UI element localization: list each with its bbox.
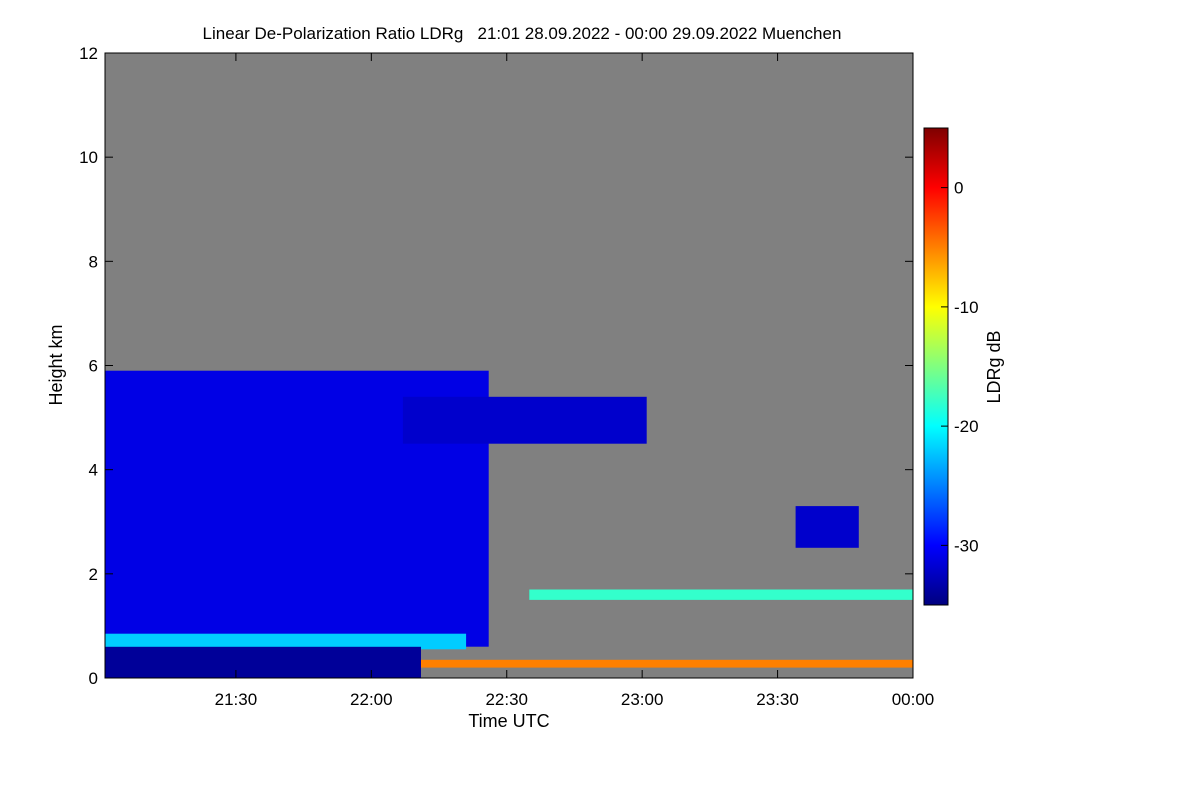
feature-region: upper cloud band	[402, 396, 647, 444]
feature-region: isolated cloud patch	[795, 506, 859, 548]
x-tick-label: 21:30	[215, 690, 258, 709]
feature-layer: main cloud layerupper cloud bandisolated…	[105, 370, 913, 679]
colorbar-axis: 0 -10 -20 -30	[941, 179, 979, 555]
colorbar-tick-label: -20	[954, 417, 979, 436]
y-tick-label: 4	[89, 461, 98, 480]
x-tick-label: 23:30	[756, 690, 799, 709]
y-tick-label: 8	[89, 252, 98, 271]
x-axis-label: Time UTC	[468, 711, 549, 731]
colorbar	[923, 127, 949, 606]
y-tick-label: 10	[79, 148, 98, 167]
y-axis-label: Height km	[46, 324, 66, 405]
x-tick-label: 23:00	[621, 690, 664, 709]
colorbar-tick-label: -30	[954, 536, 979, 555]
colorbar-label: LDRg dB	[984, 330, 1004, 403]
y-tick-label: 2	[89, 565, 98, 584]
colorbar-tick-label: -10	[954, 298, 979, 317]
x-tick-label: 22:30	[485, 690, 528, 709]
x-axis: 21:30 22:00 22:30 23:00 23:30 00:00	[215, 53, 935, 709]
chart-title: Linear De-Polarization Ratio LDRg 21:01 …	[203, 24, 842, 43]
x-tick-label: 22:00	[350, 690, 393, 709]
feature-region: dense low cloud	[105, 646, 421, 679]
y-axis: 0 2 4 6 8 10 12	[79, 44, 913, 688]
feature-region: low aerosol layer	[421, 659, 913, 668]
feature-region: boundary layer top	[105, 633, 467, 650]
colorbar-tick-label: 0	[954, 179, 963, 198]
x-tick-label: 00:00	[892, 690, 935, 709]
y-tick-label: 12	[79, 44, 98, 63]
y-tick-label: 6	[89, 357, 98, 376]
y-tick-label: 0	[89, 669, 98, 688]
feature-region: elevated aerosol layer	[529, 589, 913, 600]
